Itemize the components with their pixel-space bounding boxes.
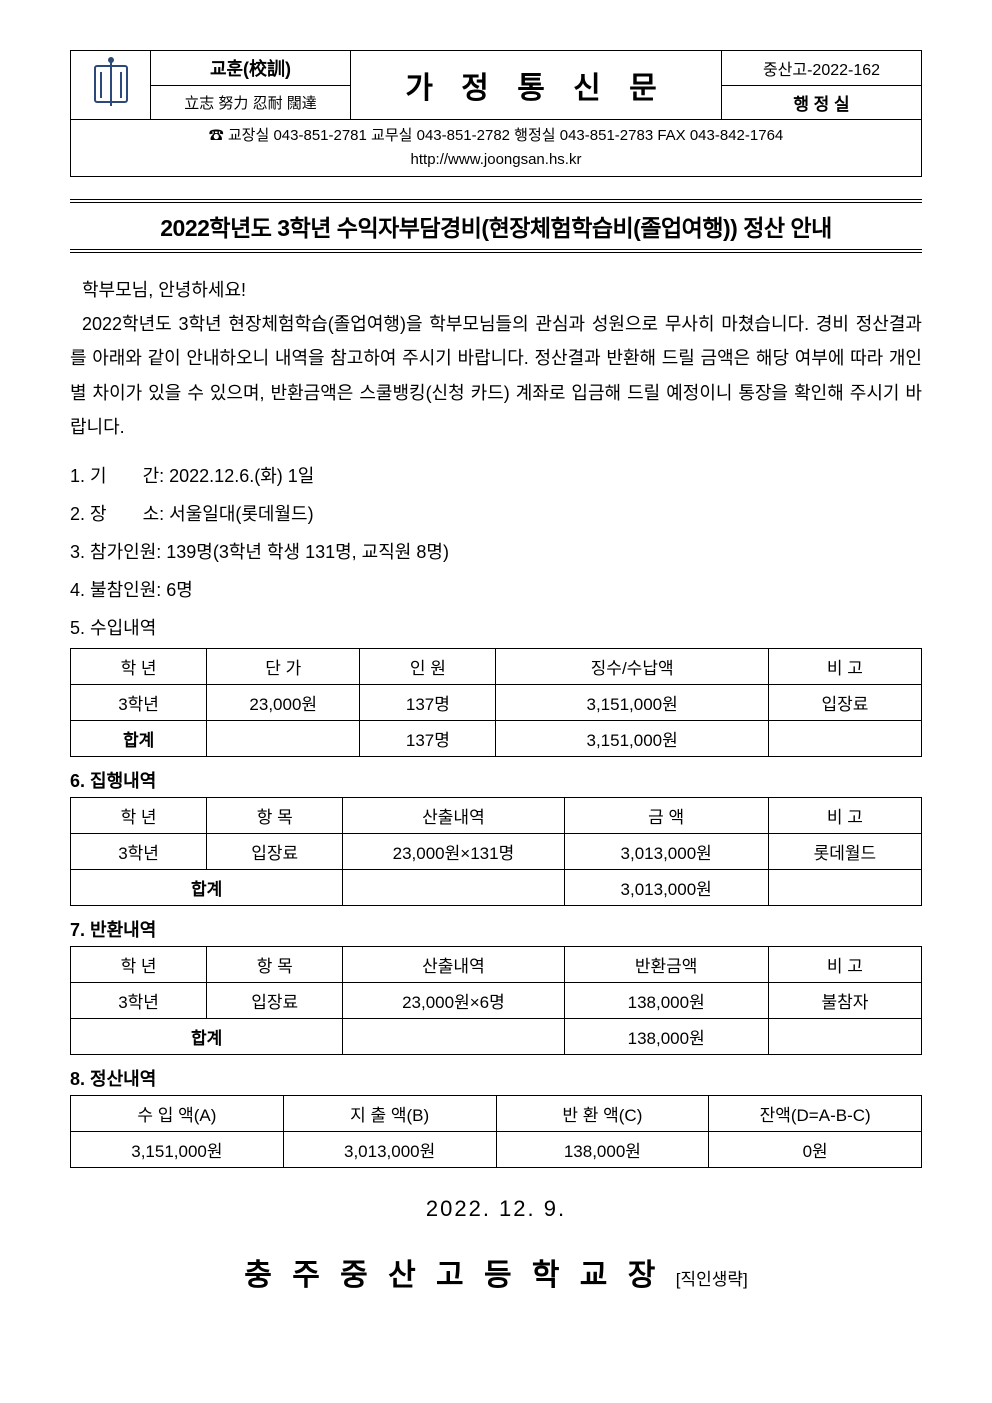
income-note: 입장료 — [768, 684, 921, 720]
expense-item: 입장료 — [207, 833, 343, 869]
refund-label: 7. 반환내역 — [70, 916, 922, 942]
school-logo-cell — [71, 51, 151, 120]
item-location: 2. 장 소: 서울일대(롯데월드) — [70, 496, 922, 532]
income-unit: 23,000원 — [207, 684, 360, 720]
income-h2: 단 가 — [207, 648, 360, 684]
income-amount: 3,151,000원 — [496, 684, 768, 720]
settlement-label: 8. 정산내역 — [70, 1065, 922, 1091]
motto-label: 교훈(校訓) — [151, 51, 351, 86]
expense-h4: 금 액 — [564, 797, 768, 833]
settle-d: 0원 — [709, 1131, 922, 1167]
refund-h3: 산출내역 — [343, 946, 564, 982]
document-number: 중산고-2022-162 — [722, 51, 922, 86]
expense-h1: 학 년 — [71, 797, 207, 833]
refund-table: 학 년 항 목 산출내역 반환금액 비 고 3학년 입장료 23,000원×6명… — [70, 946, 922, 1055]
income-total-unit — [207, 720, 360, 756]
expense-total-note — [768, 869, 921, 905]
expense-total-label: 합계 — [71, 869, 343, 905]
expense-h2: 항 목 — [207, 797, 343, 833]
income-grade: 3학년 — [71, 684, 207, 720]
income-total-count: 137명 — [360, 720, 496, 756]
income-total-amount: 3,151,000원 — [496, 720, 768, 756]
income-h1: 학 년 — [71, 648, 207, 684]
department-name: 행 정 실 — [722, 86, 922, 120]
settle-c: 138,000원 — [496, 1131, 709, 1167]
item-income-label: 5. 수입내역 — [70, 610, 922, 646]
motto-text: 立志 努力 忍耐 闊達 — [151, 86, 351, 120]
table-row: 합계 138,000원 — [71, 1018, 922, 1054]
income-total-label: 합계 — [71, 720, 207, 756]
greeting-line: 학부모님, 안녕하세요! — [70, 273, 922, 307]
item-absent: 4. 불참인원: 6명 — [70, 572, 922, 608]
seal-omitted-note: [직인생략] — [676, 1270, 748, 1289]
expense-grade: 3학년 — [71, 833, 207, 869]
refund-grade: 3학년 — [71, 982, 207, 1018]
settle-ha: 수 입 액(A) — [71, 1095, 284, 1131]
settlement-table: 수 입 액(A) 지 출 액(B) 반 환 액(C) 잔액(D=A-B-C) 3… — [70, 1095, 922, 1168]
settle-b: 3,013,000원 — [283, 1131, 496, 1167]
refund-total-note — [768, 1018, 921, 1054]
expense-note: 롯데월드 — [768, 833, 921, 869]
refund-h2: 항 목 — [207, 946, 343, 982]
refund-h4: 반환금액 — [564, 946, 768, 982]
settle-a: 3,151,000원 — [71, 1131, 284, 1167]
refund-note: 불참자 — [768, 982, 921, 1018]
refund-h1: 학 년 — [71, 946, 207, 982]
income-table: 학 년 단 가 인 원 징수/수납액 비 고 3학년 23,000원 137명 … — [70, 648, 922, 757]
principal-signature: 충 주 중 산 고 등 학 교 장 [직인생략] — [70, 1250, 922, 1294]
issue-date: 2022. 12. 9. — [70, 1196, 922, 1222]
settle-hd: 잔액(D=A-B-C) — [709, 1095, 922, 1131]
refund-item: 입장료 — [207, 982, 343, 1018]
refund-h5: 비 고 — [768, 946, 921, 982]
income-h4: 징수/수납액 — [496, 648, 768, 684]
table-row: 3학년 입장료 23,000원×131명 3,013,000원 롯데월드 — [71, 833, 922, 869]
item-period: 1. 기 간: 2022.12.6.(화) 1일 — [70, 458, 922, 494]
expense-h3: 산출내역 — [343, 797, 564, 833]
expense-total-amount: 3,013,000원 — [564, 869, 768, 905]
contact-line-1: ☎ 교장실 043-851-2781 교무실 043-851-2782 행정실 … — [79, 124, 913, 148]
income-h5: 비 고 — [768, 648, 921, 684]
income-count: 137명 — [360, 684, 496, 720]
expense-label: 6. 집행내역 — [70, 767, 922, 793]
body-paragraph: 학부모님, 안녕하세요! 2022학년도 3학년 현장체험학습(졸업여행)을 학… — [70, 273, 922, 444]
table-row: 합계 3,013,000원 — [71, 869, 922, 905]
settle-hc: 반 환 액(C) — [496, 1095, 709, 1131]
main-title: 2022학년도 3학년 수익자부담경비(현장체험학습비(졸업여행)) 정산 안내 — [70, 209, 922, 243]
item-participants: 3. 참가인원: 139명(3학년 학생 131명, 교직원 8명) — [70, 534, 922, 570]
table-row: 3학년 입장료 23,000원×6명 138,000원 불참자 — [71, 982, 922, 1018]
refund-total-calc — [343, 1018, 564, 1054]
contact-line-2: http://www.joongsan.hs.kr — [79, 148, 913, 172]
refund-amount: 138,000원 — [564, 982, 768, 1018]
document-title: 가 정 통 신 문 — [351, 51, 722, 120]
body-text: 2022학년도 3학년 현장체험학습(졸업여행)을 학부모님들의 관심과 성원으… — [70, 307, 922, 444]
expense-calc: 23,000원×131명 — [343, 833, 564, 869]
income-h3: 인 원 — [360, 648, 496, 684]
signer-name: 충 주 중 산 고 등 학 교 장 — [244, 1259, 661, 1292]
main-title-box: 2022학년도 3학년 수익자부담경비(현장체험학습비(졸업여행)) 정산 안내 — [70, 199, 922, 253]
refund-total-label: 합계 — [71, 1018, 343, 1054]
refund-calc: 23,000원×6명 — [343, 982, 564, 1018]
expense-table: 학 년 항 목 산출내역 금 액 비 고 3학년 입장료 23,000원×131… — [70, 797, 922, 906]
table-row: 합계 137명 3,151,000원 — [71, 720, 922, 756]
letterhead-table: 교훈(校訓) 가 정 통 신 문 중산고-2022-162 立志 努力 忍耐 闊… — [70, 50, 922, 177]
expense-total-calc — [343, 869, 564, 905]
table-row: 3학년 23,000원 137명 3,151,000원 입장료 — [71, 684, 922, 720]
table-row: 3,151,000원 3,013,000원 138,000원 0원 — [71, 1131, 922, 1167]
expense-h5: 비 고 — [768, 797, 921, 833]
settle-hb: 지 출 액(B) — [283, 1095, 496, 1131]
expense-amount: 3,013,000원 — [564, 833, 768, 869]
school-crest-icon — [89, 56, 133, 115]
refund-total-amount: 138,000원 — [564, 1018, 768, 1054]
document-page: 교훈(校訓) 가 정 통 신 문 중산고-2022-162 立志 努力 忍耐 闊… — [0, 0, 992, 1344]
income-total-note — [768, 720, 921, 756]
contact-info: ☎ 교장실 043-851-2781 교무실 043-851-2782 행정실 … — [71, 120, 922, 177]
info-list: 1. 기 간: 2022.12.6.(화) 1일 2. 장 소: 서울일대(롯데… — [70, 458, 922, 646]
